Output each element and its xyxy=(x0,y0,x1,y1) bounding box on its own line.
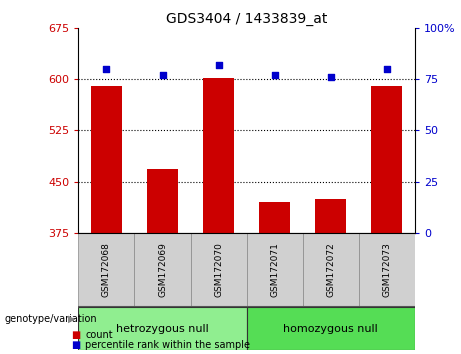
Bar xyxy=(78,233,135,306)
Bar xyxy=(372,86,402,233)
Point xyxy=(383,66,390,72)
Text: ■: ■ xyxy=(71,340,81,350)
Text: GSM172071: GSM172071 xyxy=(270,242,279,297)
Text: GSM172068: GSM172068 xyxy=(102,242,111,297)
Bar xyxy=(315,199,346,233)
Text: GSM172070: GSM172070 xyxy=(214,242,223,297)
Bar xyxy=(259,202,290,233)
Bar xyxy=(78,307,247,350)
Title: GDS3404 / 1433839_at: GDS3404 / 1433839_at xyxy=(166,12,327,26)
Text: count: count xyxy=(85,330,113,339)
Text: ■: ■ xyxy=(71,330,81,339)
Bar xyxy=(147,169,178,233)
Text: percentile rank within the sample: percentile rank within the sample xyxy=(85,340,250,350)
Text: homozygous null: homozygous null xyxy=(284,324,378,334)
Text: GSM172073: GSM172073 xyxy=(382,242,391,297)
Bar xyxy=(190,233,247,306)
Bar xyxy=(247,233,303,306)
Text: hetrozygous null: hetrozygous null xyxy=(116,324,209,334)
Bar xyxy=(247,307,415,350)
Text: GSM172072: GSM172072 xyxy=(326,242,335,297)
Point xyxy=(271,73,278,78)
Bar xyxy=(91,86,122,233)
Point xyxy=(103,66,110,72)
Bar xyxy=(303,233,359,306)
Point xyxy=(159,73,166,78)
Bar xyxy=(135,233,190,306)
Bar xyxy=(203,78,234,233)
Point xyxy=(327,74,334,80)
Text: GSM172069: GSM172069 xyxy=(158,242,167,297)
Bar xyxy=(359,233,415,306)
Point xyxy=(215,62,222,68)
Text: ▶: ▶ xyxy=(68,314,76,324)
Text: genotype/variation: genotype/variation xyxy=(5,314,97,324)
